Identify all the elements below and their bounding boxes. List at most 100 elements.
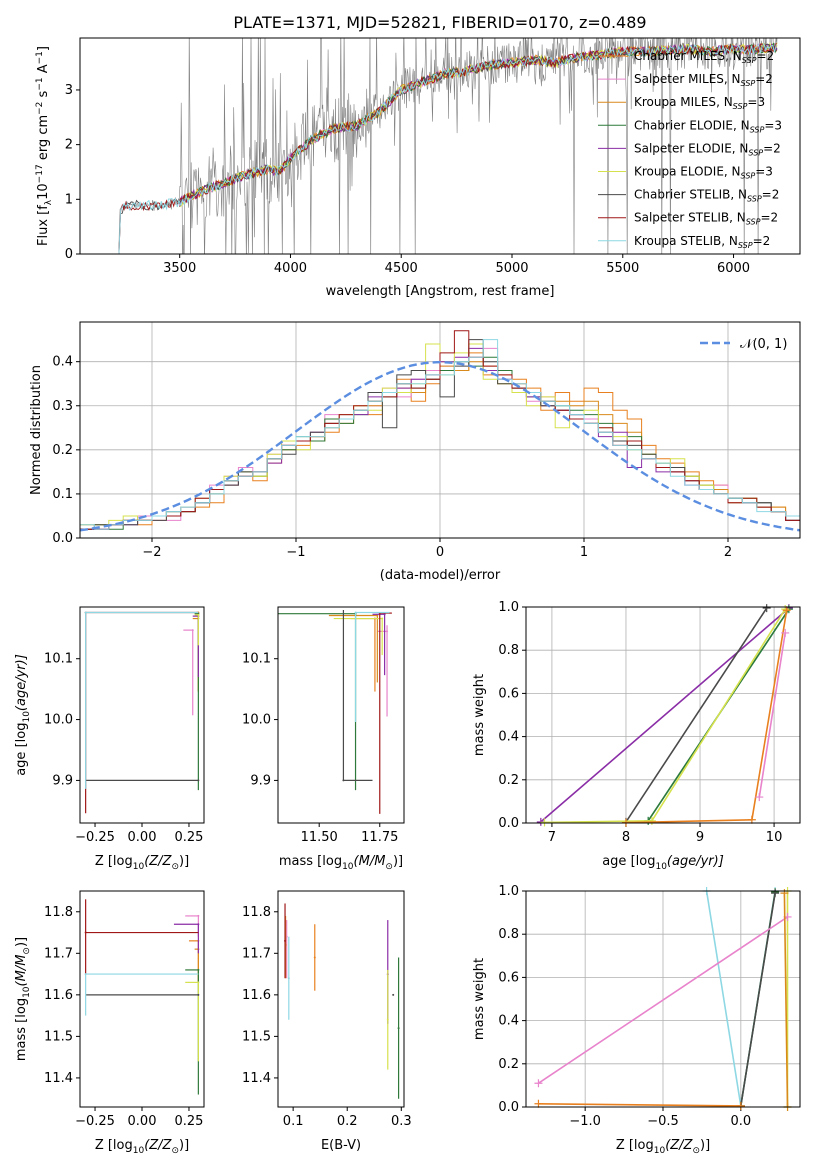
y-tick-label: 0.3 <box>52 399 73 414</box>
legend-ssp: SSP <box>747 195 762 204</box>
x-tick-label: 5000 <box>495 261 528 276</box>
y-axis-label-sun: ⊙ <box>22 947 32 955</box>
plot-frame <box>525 890 801 1108</box>
data-point <box>84 611 87 614</box>
x-tick-label: 0.1 <box>283 1114 304 1129</box>
plot-frame <box>79 606 205 824</box>
y-axis-label-text: mass weight <box>472 958 487 1040</box>
data-point <box>197 914 200 917</box>
figure-title: PLATE=1371, MJD=52821, FIBERID=0170, z=0… <box>233 13 646 32</box>
y-tick-label: 0.6 <box>498 686 519 701</box>
y-tick-label: 1 <box>65 192 73 207</box>
data-point <box>197 779 200 782</box>
x-tick-label: 0.0 <box>730 1114 751 1129</box>
legend-entry: Salpeter MILES, NSSP=2 <box>634 72 773 88</box>
data-point <box>397 1027 400 1030</box>
weight-marker <box>540 818 549 827</box>
data-point <box>84 973 87 976</box>
legend-n: , N <box>724 165 741 179</box>
y-tick-label: 0.2 <box>498 773 519 788</box>
legend-entry: Salpeter STELIB, NSSP=2 <box>634 211 778 227</box>
legend-entry: 𝒩(0, 1) <box>740 337 787 352</box>
x-axis-label-rest: (Z/Z <box>665 1138 693 1153</box>
x-tick-label: 11.75 <box>361 830 398 845</box>
x-tick-label: 0.2 <box>337 1114 358 1129</box>
legend-nssp: 3 <box>774 118 782 132</box>
legend-eq: = <box>756 49 766 63</box>
x-axis-label-end: )] <box>700 1138 710 1153</box>
y-axis-label-exp: −2 <box>35 102 45 115</box>
y-axis-label-mid: erg cm <box>36 115 51 164</box>
y-axis-label-text: age [log <box>14 723 29 776</box>
legend-ssp: SSP <box>733 102 748 111</box>
y-tick-label: 9.9 <box>52 773 73 788</box>
y-tick-label: 0.4 <box>52 355 73 370</box>
y-axis-label-exp: −17 <box>35 164 45 183</box>
y-axis-label-rest: (M/M <box>14 955 29 987</box>
y-tick-label: 10.0 <box>44 713 73 728</box>
x-axis-label-sub: 10 <box>133 1146 145 1156</box>
y-axis-label: mass [log10(M/M⊙)] <box>14 937 32 1061</box>
x-tick-label: −1.0 <box>569 1114 601 1129</box>
x-tick-label: −1 <box>286 545 305 560</box>
weight-marker <box>755 793 764 802</box>
x-axis-label: Z [log10(Z/Z⊙)] <box>616 1138 710 1156</box>
x-axis-label-text: age [log <box>602 854 655 869</box>
data-point <box>386 1018 389 1021</box>
x-tick-label: 5500 <box>606 261 639 276</box>
weight-line <box>538 1103 741 1107</box>
y-tick-label: 11.7 <box>44 946 73 961</box>
legend-nssp: 2 <box>771 211 779 225</box>
data-point <box>284 939 287 942</box>
x-tick-label: 6000 <box>717 261 750 276</box>
y-axis-label: mass weight <box>472 674 487 756</box>
weight-line <box>758 632 786 798</box>
legend-name: Kroupa STELIB <box>634 234 721 248</box>
y-axis-label-text: mass weight <box>472 674 487 756</box>
data-point <box>197 993 200 996</box>
weight-line <box>538 916 788 1084</box>
legend-name: Chabrier ELODIE <box>634 118 733 132</box>
y-tick-label: 3 <box>65 83 73 98</box>
data-point <box>383 613 386 616</box>
y-tick-label: 2 <box>65 138 73 153</box>
y-tick-label: 0.1 <box>52 487 73 502</box>
legend-eq: = <box>763 141 773 155</box>
x-tick-label: 7 <box>548 830 556 845</box>
legend-n: , N <box>730 188 747 202</box>
weight-marker <box>647 816 656 825</box>
weight-line <box>625 607 768 823</box>
y-axis-label-s: s <box>36 90 51 101</box>
weight-marker <box>736 1101 745 1110</box>
data-point <box>197 981 200 984</box>
y-axis-label-a: A <box>36 64 51 77</box>
plot-frame <box>79 321 801 539</box>
weight-marker <box>781 628 790 637</box>
x-axis-label-sun: ⊙ <box>385 862 393 872</box>
y-tick-label: 11.8 <box>242 905 271 920</box>
legend-nssp: 2 <box>765 72 773 86</box>
x-tick-label: −0.5 <box>647 1114 679 1129</box>
y-axis-label-text: mass [log <box>14 998 29 1061</box>
x-axis-label-rest: (Z/Z <box>144 1138 172 1153</box>
y-tick-label: 11.7 <box>242 946 271 961</box>
weight-marker <box>782 606 791 615</box>
legend-name: Salpeter ELODIE <box>634 141 732 155</box>
y-tick-label: 11.4 <box>242 1071 271 1086</box>
y-tick-label: 10.1 <box>44 652 73 667</box>
legend-name: Salpeter STELIB <box>634 211 729 225</box>
data-point <box>197 968 200 971</box>
x-tick-label: 0 <box>436 545 444 560</box>
y-tick-label: 0 <box>65 247 73 262</box>
weight-marker <box>780 889 789 898</box>
x-axis-label: Z [log10(Z/Z⊙)] <box>95 854 189 872</box>
y-axis-label-end: ] <box>36 46 51 51</box>
y-tick-label: 11.5 <box>44 1029 73 1044</box>
legend-ssp: SSP <box>748 148 763 157</box>
legend-eq: = <box>747 95 757 109</box>
weight-line <box>740 893 776 1107</box>
x-tick-label: 0.00 <box>128 830 157 845</box>
x-axis-label-text: Z [log <box>95 1138 133 1153</box>
y-axis-label: age [log10(age/yr)] <box>14 654 32 776</box>
x-axis-label: age [log10(age/yr)] <box>602 854 724 872</box>
